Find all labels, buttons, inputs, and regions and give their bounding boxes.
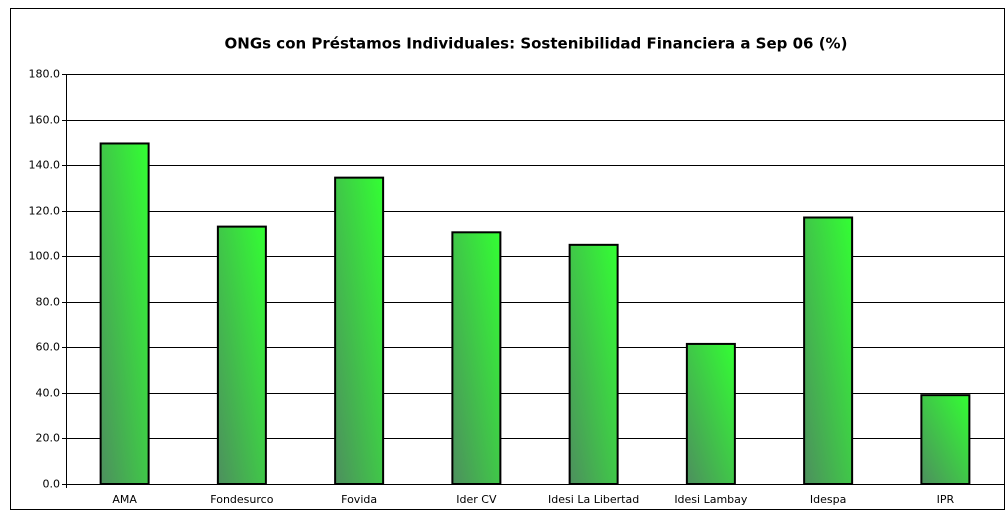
x-tick-label: Fondesurco — [210, 493, 273, 506]
x-tick-label: AMA — [112, 493, 137, 506]
bar — [685, 342, 736, 485]
x-tick-label: Idesi Lambay — [674, 493, 748, 506]
bar — [920, 394, 971, 485]
y-tick-label: 80.0 — [36, 296, 61, 309]
x-tick-label: Fovida — [341, 493, 377, 506]
bar — [99, 142, 150, 485]
y-tick-label: 120.0 — [29, 205, 61, 218]
x-tick-label: Ider CV — [456, 493, 497, 506]
y-tick-label: 40.0 — [36, 387, 61, 400]
y-tick-label: 60.0 — [36, 341, 61, 354]
y-tick-label: 20.0 — [36, 432, 61, 445]
bar — [216, 225, 267, 485]
bar — [451, 231, 502, 485]
y-tick-label: 160.0 — [29, 114, 61, 127]
y-tick-label: 180.0 — [29, 68, 61, 81]
bar — [334, 176, 385, 485]
y-tick-label: 140.0 — [29, 159, 61, 172]
bar — [568, 243, 619, 485]
x-tick-label: Idespa — [810, 493, 846, 506]
chart-title: ONGs con Préstamos Individuales: Sosteni… — [225, 35, 848, 53]
x-tick-label: IPR — [937, 493, 955, 506]
y-tick-label: 100.0 — [29, 250, 61, 263]
y-tick-label: 0.0 — [43, 478, 61, 491]
x-tick-label: Idesi La Libertad — [548, 493, 639, 506]
chart-border — [10, 8, 1005, 510]
bar — [803, 216, 854, 485]
